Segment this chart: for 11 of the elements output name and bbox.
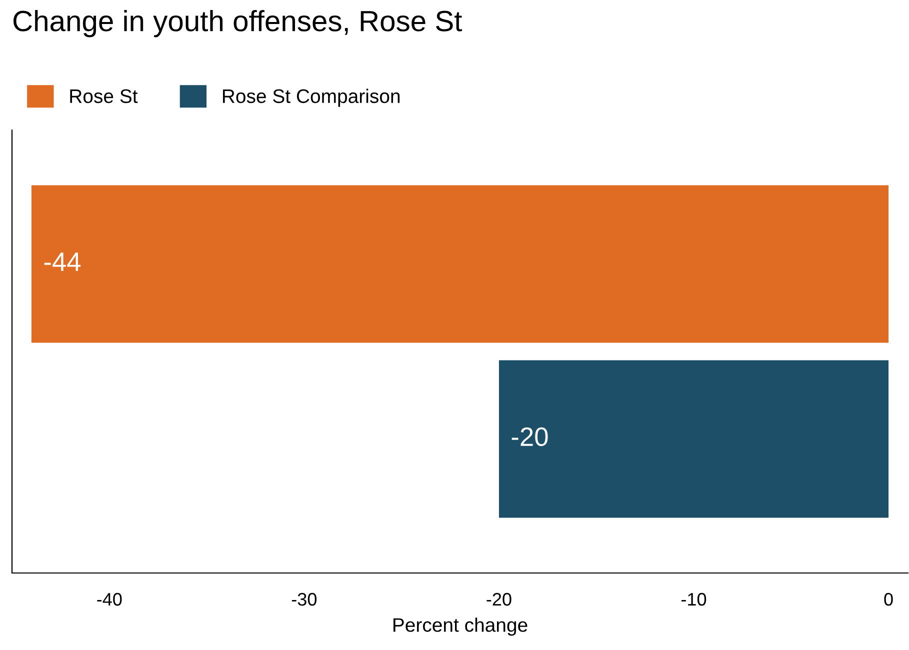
x-tick-label: -30	[292, 592, 317, 606]
chart-title: Change in youth offenses, Rose St	[13, 10, 462, 38]
data-label: -20	[512, 427, 548, 446]
x-tick-label: -10	[681, 592, 706, 606]
x-axis-title: Percent change	[393, 618, 528, 636]
legend-label: Rose St Comparison	[222, 88, 400, 107]
data-label: -44	[44, 252, 81, 271]
x-tick-label: -20	[486, 592, 512, 606]
x-tick-label: -40	[97, 592, 122, 606]
legend-label: Rose St	[70, 89, 138, 104]
x-tick-label: 0	[884, 592, 893, 606]
